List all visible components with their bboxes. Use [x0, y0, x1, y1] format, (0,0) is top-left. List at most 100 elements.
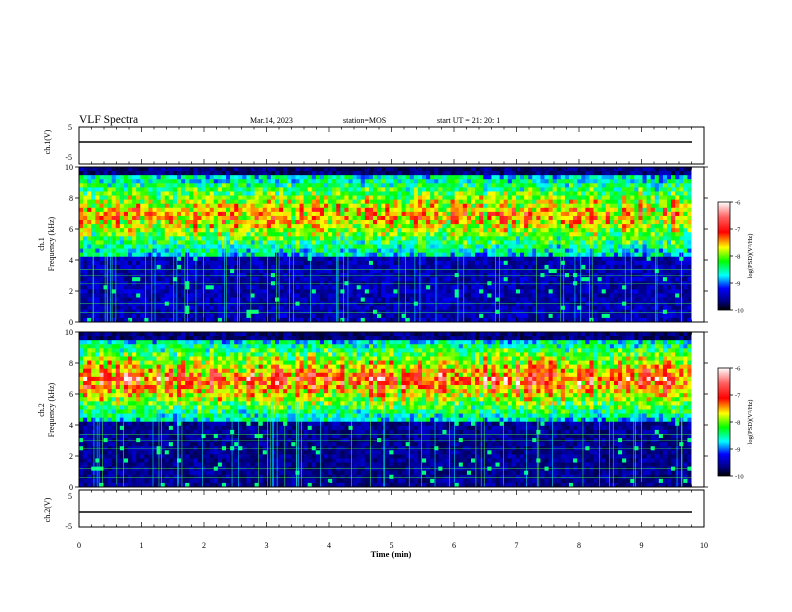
- spectrogram-cell: [393, 289, 398, 294]
- spectrogram-cell: [593, 297, 598, 303]
- spectrogram-cell: [140, 252, 145, 258]
- spectrogram-cell: [254, 195, 260, 201]
- spectrogram-cell: [524, 187, 529, 192]
- spectrogram-cell: [283, 183, 288, 188]
- spectrogram-cell: [609, 171, 615, 176]
- spectrogram-cell: [450, 187, 456, 192]
- spectrogram-cell: [238, 244, 243, 249]
- spectrogram-cell: [450, 244, 456, 249]
- spectrogram-cell: [319, 195, 325, 201]
- spectrogram-cell: [650, 277, 656, 282]
- spectrogram-cell: [552, 191, 558, 196]
- spectrogram-cell: [132, 297, 137, 303]
- spectrogram-cell: [266, 244, 272, 249]
- spectrogram-cell: [111, 183, 117, 188]
- spectrogram-cell: [164, 264, 170, 270]
- spectrogram-cell: [164, 167, 170, 172]
- spectrogram-cell: [328, 203, 333, 209]
- spectrogram-cell: [123, 228, 129, 233]
- spectrogram-cell: [221, 236, 227, 241]
- spectrogram-cell: [111, 256, 117, 262]
- spectrogram-cell: [503, 244, 509, 249]
- spectrogram-cell: [479, 268, 484, 274]
- spectrogram-cell: [646, 215, 652, 221]
- spectrogram-cell: [328, 264, 333, 270]
- spectrogram-cell: [111, 207, 117, 213]
- spectrogram-cell: [324, 183, 329, 188]
- spectrogram-cell: [471, 256, 476, 262]
- spectrogram-cell: [144, 228, 149, 233]
- spectrogram-cell: [581, 167, 586, 172]
- spectrogram-cell: [128, 183, 133, 188]
- spectrogram-cell: [177, 228, 182, 233]
- spectrogram-cell: [185, 191, 190, 196]
- spectrogram-cell: [87, 236, 92, 241]
- spectrogram-cell: [573, 224, 578, 229]
- spectrogram-cell: [348, 211, 353, 217]
- spectrogram-cell: [258, 207, 264, 213]
- spectrogram-cell: [275, 183, 280, 188]
- spectrogram-cell: [221, 240, 227, 245]
- spectrogram-cell: [275, 264, 280, 270]
- spectrogram-cell: [462, 224, 468, 229]
- spectrogram-cell: [667, 215, 672, 221]
- spectrogram-cell: [524, 244, 529, 249]
- spectrogram-cell: [193, 293, 198, 298]
- spectrogram-cell: [381, 264, 386, 270]
- spectrogram-cell: [172, 260, 178, 266]
- spectrogram-cell: [577, 171, 582, 176]
- spectrogram-cell: [111, 175, 117, 180]
- spectrogram-cell: [499, 244, 505, 249]
- spectrogram-cell: [605, 179, 611, 184]
- spectrogram-cell: [246, 220, 251, 225]
- spectrogram-cell: [426, 277, 431, 282]
- spectrogram-cell: [679, 171, 684, 176]
- spectrogram-cell: [426, 203, 431, 209]
- spectrogram-cell: [540, 268, 545, 274]
- spectrogram-cell: [352, 240, 358, 245]
- spectrogram-cell: [556, 175, 562, 180]
- spectrogram-cell: [560, 289, 566, 294]
- spectrogram-cell: [393, 183, 398, 188]
- spectrogram-cell: [217, 240, 223, 245]
- spectrogram-cell: [254, 260, 260, 266]
- spectrogram-cell: [79, 252, 84, 258]
- spectrogram-cell: [148, 297, 153, 303]
- spectrogram-cell: [152, 203, 157, 209]
- spectrogram-cell: [683, 268, 688, 274]
- spectrogram-cell: [213, 179, 219, 184]
- spectrogram-cell: [650, 167, 656, 172]
- spectrogram-cell: [426, 224, 431, 229]
- spectrogram-cell: [503, 232, 509, 237]
- spectrogram-cell: [544, 244, 549, 249]
- spectrogram-cell: [409, 293, 415, 298]
- spectrogram-cell: [442, 175, 447, 180]
- spectrogram-cell: [311, 264, 317, 270]
- spectrogram-cell: [687, 199, 692, 205]
- spectrogram-cell: [324, 191, 329, 196]
- spectrogram-cell: [368, 224, 374, 229]
- spectrogram-cell: [181, 228, 186, 233]
- spectrogram-cell: [185, 207, 190, 213]
- spectrogram-cell: [442, 207, 447, 213]
- spectrogram-cell: [515, 252, 521, 258]
- spectrogram-cell: [422, 179, 427, 184]
- spectrogram-cell: [667, 167, 672, 172]
- spectrogram-cell: [115, 293, 121, 298]
- spectrogram-cell: [340, 179, 345, 184]
- spectrogram-cell: [634, 256, 639, 262]
- spectrogram-cell: [303, 224, 309, 229]
- spectrogram-cell: [642, 268, 647, 274]
- spectrogram-cell: [499, 191, 505, 196]
- spectrogram-cell: [634, 220, 639, 225]
- spectrogram-cell: [479, 285, 484, 290]
- spectrogram-cell: [483, 224, 488, 229]
- spectrogram-cell: [340, 293, 345, 298]
- spectrogram-cell: [262, 244, 268, 249]
- spectrogram-cell: [630, 171, 635, 176]
- spectrogram-cell: [413, 195, 419, 201]
- spectrogram-cell: [328, 207, 333, 213]
- spectrogram-cell: [450, 268, 456, 274]
- spectrogram-cell: [83, 179, 88, 184]
- spectrogram-cell: [152, 195, 157, 201]
